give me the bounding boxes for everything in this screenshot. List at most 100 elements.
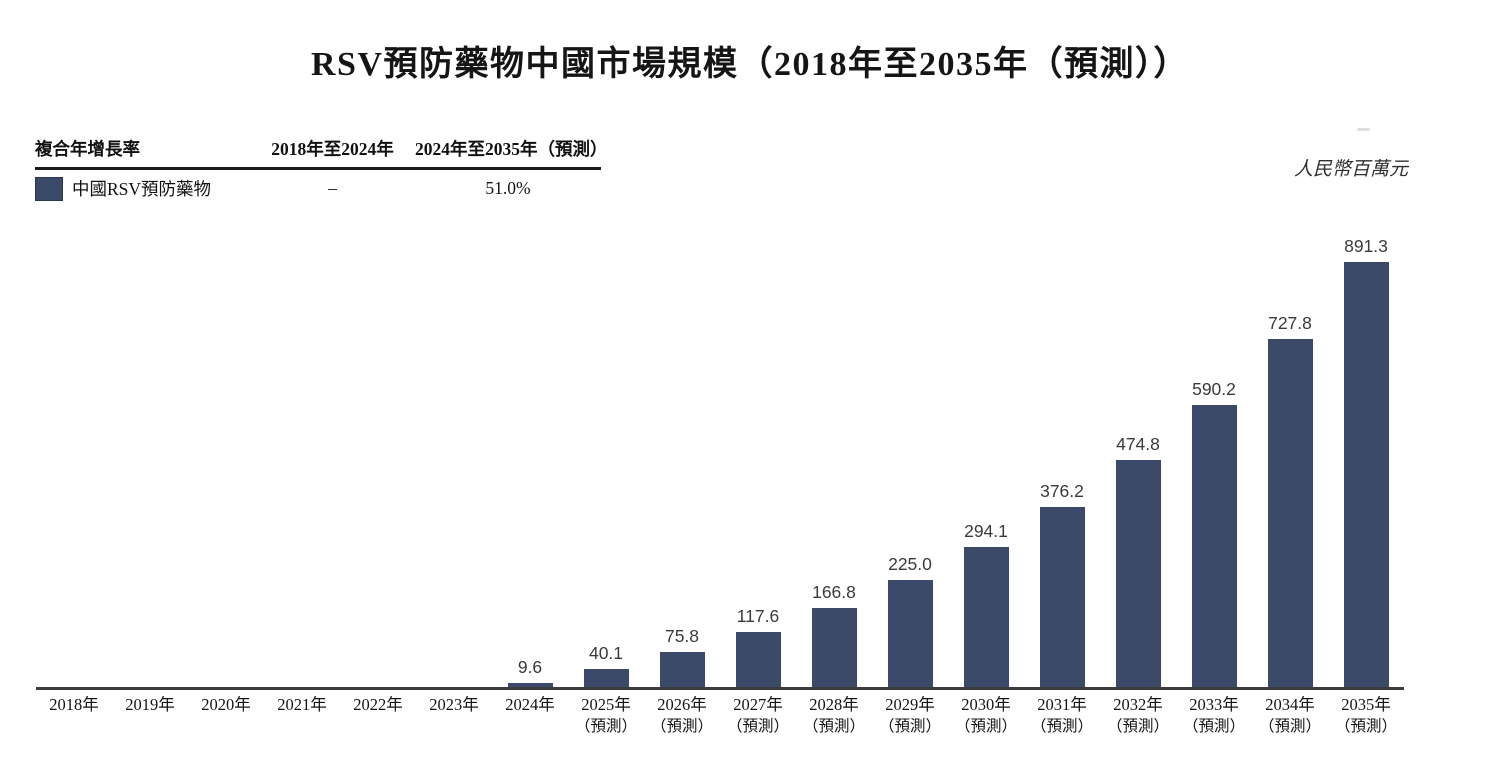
x-axis-forecast-suffix: （預測） — [878, 718, 941, 735]
legend-header-period-2024-2035: 2024年至2035年（預測） — [415, 139, 608, 159]
bar — [659, 652, 705, 688]
bar-value-label: 474.8 — [1116, 434, 1160, 454]
bar-value-label: 9.6 — [517, 657, 543, 677]
chart-column — [188, 236, 264, 688]
chart-column: 590.2 — [1176, 236, 1252, 688]
legend-header-row: 複合年增長率 2018年至2024年 2024年至2035年（預測） — [35, 136, 608, 170]
chart-column: 225.0 — [872, 236, 948, 688]
bar — [1191, 405, 1237, 688]
chart-column: 166.8 — [796, 236, 872, 688]
bar — [887, 580, 933, 688]
x-axis-label: 2033年 （預測） — [1176, 694, 1252, 738]
bar — [1115, 460, 1161, 688]
cagr-legend-table: 複合年增長率 2018年至2024年 2024年至2035年（預測） 中國RSV… — [35, 136, 608, 201]
chart-column — [340, 236, 416, 688]
chart-column: 117.6 — [720, 236, 796, 688]
x-axis-forecast-suffix: （預測） — [650, 718, 713, 735]
x-axis-year: 2025年 — [581, 695, 631, 714]
x-axis-year: 2021年 — [277, 695, 327, 714]
cagr-value-2018-2024: – — [328, 178, 337, 198]
x-axis-label: 2027年 （預測） — [720, 694, 796, 738]
x-axis-year: 2018年 — [49, 695, 99, 714]
x-axis-forecast-suffix: （預測） — [1334, 718, 1397, 735]
bar — [583, 669, 629, 688]
x-axis-year: 2026年 — [657, 695, 707, 714]
x-axis-label: 2030年 （預測） — [948, 694, 1024, 738]
series-label: 中國RSV預防藥物 — [72, 179, 212, 199]
legend-header-cagr: 複合年增長率 — [35, 139, 140, 159]
bar-value-label: 376.2 — [1040, 481, 1084, 501]
bar — [1039, 507, 1085, 688]
chart-column: 9.6 — [492, 236, 568, 688]
unit-label: 人民幣百萬元 — [1293, 159, 1408, 180]
x-axis-label: 2029年 （預測） — [872, 694, 948, 738]
chart-column — [36, 236, 112, 688]
bar — [811, 608, 857, 688]
x-axis-year: 2024年 — [505, 695, 555, 714]
x-axis-label: 2034年 （預測） — [1252, 694, 1328, 738]
series-cell: 中國RSV預防藥物 — [35, 176, 250, 201]
bar-value-label: 75.8 — [664, 626, 700, 646]
bar — [963, 547, 1009, 688]
x-axis-label: 2031年 （預測） — [1024, 694, 1100, 738]
x-axis-label: 2032年 （預測） — [1100, 694, 1176, 738]
bar-value-label: 166.8 — [812, 582, 856, 602]
chart-column — [416, 236, 492, 688]
x-axis-year: 2033年 — [1189, 695, 1239, 714]
x-axis-label: 2023年 — [416, 694, 492, 738]
chart-column: 75.8 — [644, 236, 720, 688]
series-color-swatch — [35, 176, 63, 201]
x-axis-label: 2028年 （預測） — [796, 694, 872, 738]
chart-column: 40.1 — [568, 236, 644, 688]
x-axis-label: 2020年 — [188, 694, 264, 738]
x-axis-year: 2022年 — [353, 695, 403, 714]
chart-column — [264, 236, 340, 688]
x-axis-year: 2030年 — [961, 695, 1011, 714]
bar-value-label: 225.0 — [888, 554, 932, 574]
x-axis-forecast-suffix: （預測） — [1258, 718, 1321, 735]
bar — [735, 632, 781, 688]
chart-column: 376.2 — [1024, 236, 1100, 688]
chart-column: 727.8 — [1252, 236, 1328, 688]
x-axis-forecast-suffix: （預測） — [726, 718, 789, 735]
x-axis-year: 2027年 — [733, 695, 783, 714]
x-axis-label: 2035年 （預測） — [1328, 694, 1404, 738]
bar-value-label: 727.8 — [1268, 313, 1312, 333]
x-axis-year: 2019年 — [125, 695, 175, 714]
chart-title: RSV預防藥物中國市場規模（2018年至2035年（預測）） — [310, 46, 1189, 83]
cagr-value-2024-2035: 51.0% — [485, 178, 531, 198]
bar-value-label: 40.1 — [588, 643, 624, 663]
legend-header-period-2018-2024: 2018年至2024年 — [271, 139, 394, 159]
bar-value-label: 294.1 — [964, 521, 1008, 541]
x-axis-year: 2035年 — [1341, 695, 1391, 714]
x-axis-year: 2031年 — [1037, 695, 1087, 714]
bar — [507, 683, 553, 688]
bar-value-label: 117.6 — [736, 606, 780, 626]
x-axis-label: 2025年 （預測） — [568, 694, 644, 738]
x-axis-forecast-suffix: （預測） — [1182, 718, 1245, 735]
x-axis-year: 2029年 — [885, 695, 935, 714]
x-axis-year: 2028年 — [809, 695, 859, 714]
bar — [1267, 339, 1313, 688]
x-axis-label: 2021年 — [264, 694, 340, 738]
chart-column: 294.1 — [948, 236, 1024, 688]
chart-column — [112, 236, 188, 688]
x-axis-label: 2019年 — [112, 694, 188, 738]
legend-series-row: 中國RSV預防藥物 – 51.0% — [35, 170, 601, 201]
x-axis-forecast-suffix: （預測） — [954, 718, 1017, 735]
x-axis-forecast-suffix: （預測） — [1106, 718, 1169, 735]
chart-column: 891.3 — [1328, 236, 1404, 688]
plot-area: 9.6 40.1 75.8 117.6 166.8 225.0 294.1 376.2 474.… — [36, 236, 1404, 688]
bar-value-label: 590.2 — [1192, 379, 1236, 399]
x-axis-year: 2034年 — [1265, 695, 1315, 714]
x-axis-forecast-suffix: （預測） — [574, 718, 637, 735]
x-axis-label: 2022年 — [340, 694, 416, 738]
x-axis-year: 2032年 — [1113, 695, 1163, 714]
x-axis-label: 2018年 — [36, 694, 112, 738]
bar — [1343, 262, 1389, 688]
x-axis-labels: 2018年 2019年 2020年 2021年 2022年 2023年 2024年 2025年… — [36, 694, 1404, 738]
x-axis-forecast-suffix: （預測） — [802, 718, 865, 735]
x-axis-label: 2026年 （預測） — [644, 694, 720, 738]
chart-column: 474.8 — [1100, 236, 1176, 688]
